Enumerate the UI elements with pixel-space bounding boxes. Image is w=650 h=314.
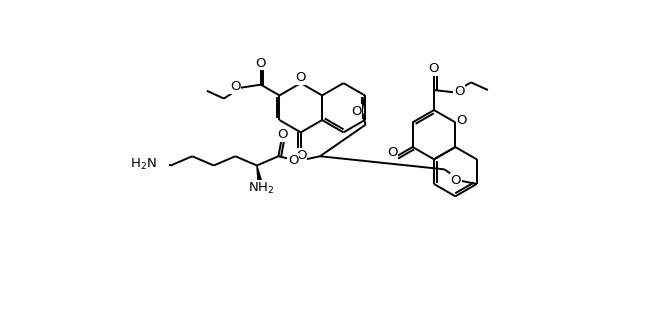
Text: O: O bbox=[255, 57, 266, 70]
Text: O: O bbox=[296, 149, 307, 162]
Text: O: O bbox=[450, 174, 461, 187]
Text: H$_2$N: H$_2$N bbox=[130, 157, 157, 172]
Text: O: O bbox=[230, 80, 240, 94]
Text: O: O bbox=[429, 62, 439, 75]
Text: O: O bbox=[351, 105, 361, 118]
Text: O: O bbox=[387, 146, 397, 159]
Polygon shape bbox=[257, 165, 262, 183]
Text: O: O bbox=[294, 71, 305, 84]
Text: O: O bbox=[454, 85, 465, 98]
Text: O: O bbox=[277, 128, 287, 141]
Text: O: O bbox=[288, 154, 298, 167]
Text: O: O bbox=[456, 114, 467, 127]
Text: NH$_2$: NH$_2$ bbox=[248, 181, 274, 196]
